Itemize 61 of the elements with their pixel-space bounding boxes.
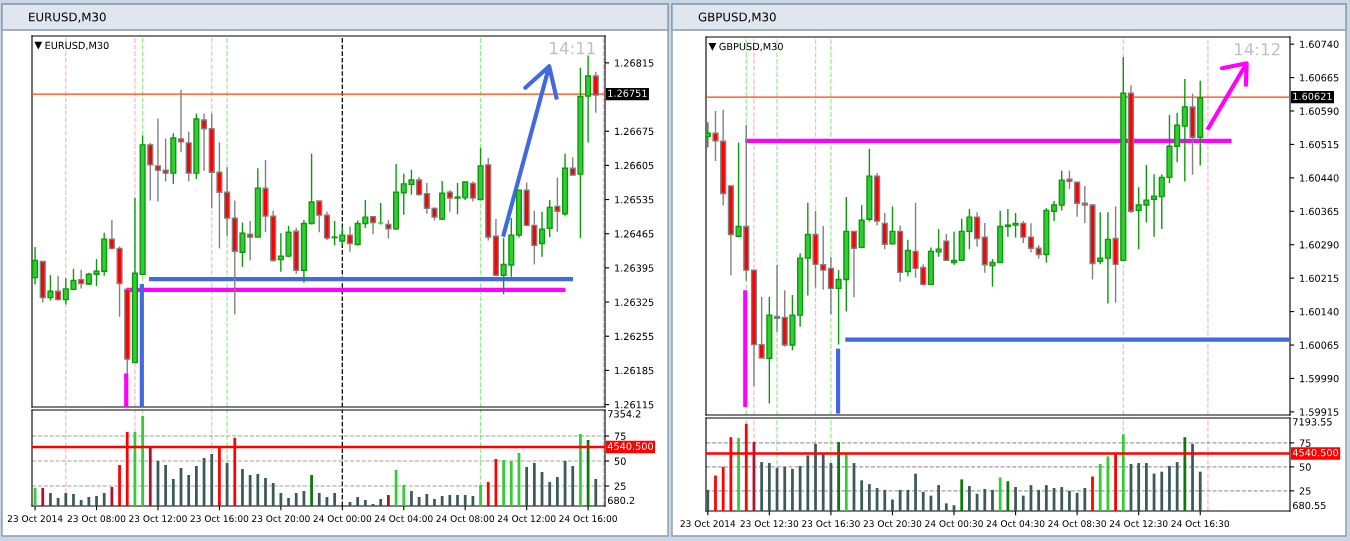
x-tick-label: 23 Oct 20:30: [863, 520, 922, 528]
y-tick-label: 75: [1299, 439, 1311, 447]
x-tick-label: 23 Oct 12:00: [129, 515, 187, 523]
x-tick-label: 24 Oct 08:30: [1048, 520, 1106, 528]
text: 4540.500: [607, 442, 654, 450]
y-tick-label: 1.26255: [615, 332, 654, 341]
text: 7193.55: [1293, 418, 1332, 426]
y-tick-label: 1.26535: [615, 196, 654, 204]
ref-line-label: 1.26751: [608, 89, 647, 97]
x-tick-label: 23 Oct 2014: [680, 520, 736, 528]
x-tick-label: 23 Oct 2014: [7, 515, 63, 523]
x-tick-label: 24 Oct 16:30: [1171, 520, 1230, 528]
annotation: GBPUSD,M30: [719, 42, 783, 52]
y-tick-label: 1.26115: [615, 401, 654, 409]
y-tick-label: 1.60065: [1300, 341, 1339, 349]
y-tick-label: 1.59915: [1300, 408, 1339, 416]
chart-title: GBPUSD,M30: [698, 12, 776, 23]
y-tick-label: 1.60290: [1300, 241, 1339, 249]
y-tick-label: 1.59990: [1300, 374, 1339, 383]
y-tick-label: 25: [1299, 487, 1311, 495]
annotation: EURUSD,M30: [45, 41, 109, 51]
y-tick-label: 1.60215: [1300, 274, 1339, 282]
y-tick-label: 1.26465: [615, 230, 654, 238]
x-tick-label: 24 Oct 12:30: [1109, 520, 1168, 528]
y-tick-label: 1.26605: [615, 161, 654, 170]
text: 680.2: [607, 496, 635, 505]
text: 7354.2: [608, 410, 641, 418]
y-tick-label: 75: [614, 432, 626, 440]
x-tick-label: 24 Oct 04:00: [374, 515, 433, 523]
y-tick-label: 1.60140: [1300, 308, 1339, 316]
y-tick-label: 1.60740: [1300, 40, 1339, 48]
y-tick-label: 1.60590: [1300, 107, 1339, 115]
y-tick-label: 1.26185: [615, 366, 654, 375]
y-tick-label: 1.26815: [615, 59, 654, 67]
text: 4540.500: [1292, 448, 1339, 457]
y-tick-label: 50: [614, 457, 626, 465]
x-tick-label: 24 Oct 04:30: [986, 520, 1045, 528]
x-tick-label: 24 Oct 16:00: [559, 515, 617, 523]
x-tick-label: 23 Oct 16:00: [190, 515, 249, 523]
y-tick-label: 1.60365: [1300, 207, 1339, 216]
x-tick-label: 24 Oct 08:00: [436, 515, 495, 523]
annotation: 14:12: [1235, 42, 1280, 56]
y-tick-label: 25: [614, 482, 626, 490]
x-tick-label: 23 Oct 12:30: [740, 520, 799, 528]
x-tick-label: 24 Oct 00:30: [925, 520, 983, 528]
x-tick-label: 24 Oct 12:00: [497, 515, 556, 523]
ref-line-label: 1.60621: [1293, 92, 1332, 100]
y-tick-label: 1.60515: [1300, 140, 1339, 149]
x-tick-label: 23 Oct 20:00: [252, 515, 310, 523]
chart-title: EURUSD,M30: [29, 12, 106, 23]
x-tick-label: 23 Oct 16:30: [802, 520, 860, 528]
x-tick-label: 24 Oct 00:00: [313, 515, 372, 523]
y-tick-label: 1.26395: [615, 264, 654, 272]
y-tick-label: 1.26325: [615, 298, 654, 306]
text: 680.55: [1293, 501, 1326, 510]
annotation: 14:11: [550, 42, 595, 55]
y-tick-label: 1.60440: [1300, 174, 1339, 182]
y-tick-label: 50: [1299, 463, 1311, 471]
x-tick-label: 23 Oct 08:00: [67, 515, 126, 523]
y-tick-label: 1.60665: [1300, 74, 1339, 82]
y-tick-label: 1.26675: [615, 127, 654, 136]
